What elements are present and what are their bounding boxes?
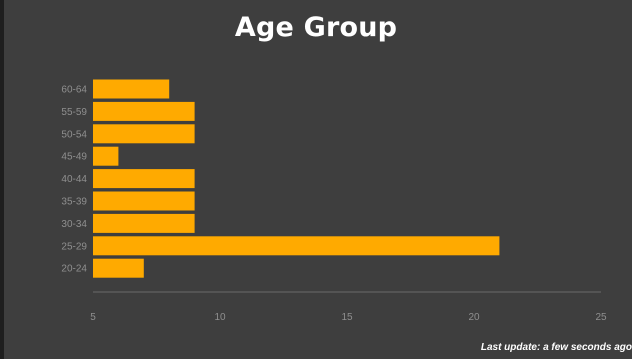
bar-60-64[interactable]	[93, 79, 170, 99]
y-tick-label: 35-39	[61, 197, 87, 208]
x-tick-label: 25	[595, 312, 607, 323]
y-tick-label: 55-59	[61, 107, 87, 118]
last-update-label: Last update: a few seconds ago	[480, 342, 632, 353]
y-tick-label: 50-54	[61, 129, 87, 140]
y-tick-label: 45-49	[61, 152, 87, 163]
y-tick-label: 20-24	[61, 264, 87, 275]
bar-20-24[interactable]	[93, 258, 144, 278]
y-tick-label: 30-34	[61, 219, 87, 230]
bar-30-34[interactable]	[93, 213, 195, 233]
x-tick-label: 5	[90, 312, 96, 323]
bar-45-49[interactable]	[93, 146, 119, 166]
bar-50-54[interactable]	[93, 124, 195, 144]
bar-35-39[interactable]	[93, 191, 195, 211]
y-tick-label: 40-44	[61, 174, 87, 185]
x-tick-label: 20	[468, 312, 480, 323]
bar-55-59[interactable]	[93, 101, 195, 121]
x-tick-label: 10	[214, 312, 226, 323]
y-tick-label: 25-29	[61, 241, 87, 252]
chart-title: Age Group	[234, 12, 398, 43]
x-tick-label: 15	[341, 312, 353, 323]
bar-40-44[interactable]	[93, 169, 195, 189]
bar-25-29[interactable]	[93, 236, 500, 256]
y-tick-label: 60-64	[61, 85, 87, 96]
